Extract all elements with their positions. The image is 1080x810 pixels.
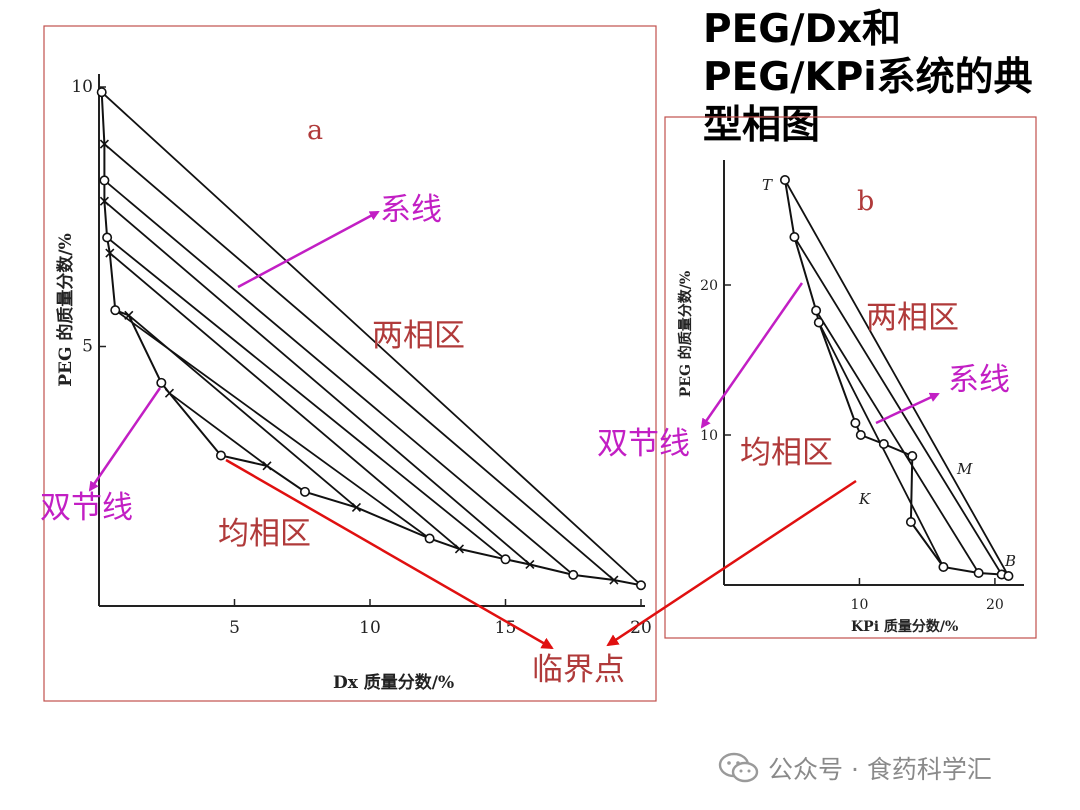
panel-b-tie-line — [793, 236, 1003, 575]
arrow-critical-point-a — [225, 458, 554, 650]
arrow-a-binodal — [88, 387, 162, 492]
panel-a-data-point — [500, 554, 511, 565]
panel-b-data-point — [938, 561, 949, 572]
panel-a-tie-line — [128, 314, 358, 509]
wechat-icon — [718, 752, 759, 783]
panel-b-xlabel: KPi 质量分数/% — [851, 618, 958, 635]
panel-b-tie-line — [815, 310, 980, 574]
panel-a-data-point — [568, 569, 579, 580]
panel-a-x-tick-label: 20 — [630, 618, 652, 638]
panel-b-frame — [664, 116, 1037, 639]
panel-a-data-point — [424, 533, 435, 544]
arrow-critical-point-b — [606, 479, 857, 647]
watermark: 公众号 · 食药科学汇 — [718, 748, 992, 788]
panel-a-data-point — [102, 232, 113, 243]
panel-b-data-point — [973, 567, 984, 578]
annotation-a-two-phase: 两相区 — [372, 318, 465, 354]
panel-b-data-point — [907, 450, 918, 461]
panel-a-tie-line — [103, 143, 615, 581]
annotation-b-tie-line: 系线 — [948, 362, 1010, 398]
arrow-b-binodal — [700, 282, 804, 429]
panel-b-y-tick-label: 10 — [700, 428, 718, 444]
slide-title: PEG/Dx和 PEG/KPi系统的典 型相图 — [703, 6, 1073, 150]
panel-a-data-point — [96, 87, 107, 98]
panel-a-data-point — [635, 580, 646, 591]
point-label-b: B — [1004, 552, 1016, 570]
panel-a-y-tick-label: 5 — [82, 337, 93, 357]
panel-b-ylabel: PEG 的质量分数/% — [677, 271, 694, 397]
panel-a-frame — [43, 25, 657, 702]
panel-a-data-point — [299, 486, 310, 497]
panel-b-data-point — [813, 317, 824, 328]
panel-b-data-point — [855, 429, 866, 440]
panel-a-data-point-cross — [454, 544, 464, 554]
annotation-b-binodal: 双节线 — [597, 426, 690, 462]
annotation-a-binodal: 双节线 — [40, 490, 133, 526]
panel-b-data-point — [789, 232, 800, 243]
point-label-k: K — [858, 490, 871, 508]
panel-b-data-point — [1003, 570, 1014, 581]
panel-a-data-point-cross — [609, 575, 619, 585]
panel-b-x-tick-label: 20 — [986, 597, 1004, 613]
annotation-a-single-phase: 均相区 — [218, 516, 311, 552]
panel-b-data-point — [811, 305, 822, 316]
panel-a-data-point-cross — [99, 196, 109, 206]
panel-b-data-point — [905, 516, 916, 527]
panel-b-x-tick-label: 10 — [851, 597, 869, 613]
panel-a-data-point — [99, 175, 110, 186]
panel-a-data-point-cross — [525, 559, 535, 570]
annotation-arrows — [88, 210, 940, 650]
panel-a-tie-line — [168, 392, 268, 467]
panel-b-label: b — [857, 186, 874, 217]
panel-a-data-point — [215, 450, 226, 461]
point-label-m: M — [956, 460, 973, 478]
panel-a-y-tick-label: 10 — [71, 77, 93, 97]
title-line-3: 型相图 — [703, 103, 821, 148]
panel-a-data-point-cross — [99, 139, 109, 149]
panel-a-tie-line — [106, 236, 507, 560]
panel-a-xlabel: Dx 质量分数/% — [333, 672, 454, 693]
panel-b-data-point — [878, 438, 889, 449]
panel-a-data-point — [156, 377, 167, 388]
panel-a-tie-line — [109, 252, 461, 550]
panel-a-data-point-cross — [262, 461, 272, 471]
panel-a-data-point-cross — [351, 502, 362, 512]
panel-b-y-tick-label: 20 — [700, 278, 718, 294]
panel-a-data-point — [110, 305, 121, 316]
title-line-1: PEG/Dx和 — [703, 7, 902, 52]
panel-b-tie-line — [784, 179, 1010, 577]
arrow-b-tie-line — [875, 392, 940, 425]
panel-b-data-point — [779, 175, 790, 186]
annotation-critical-point: 临界点 — [532, 652, 625, 688]
annotation-b-single-phase: 均相区 — [740, 435, 833, 471]
arrow-a-tie-line — [237, 210, 380, 289]
panel-a-data-point-cross — [164, 388, 175, 398]
panel-a-data-point-cross — [105, 248, 115, 258]
panel-a-label: a — [307, 115, 323, 146]
panel-a-tie-line — [101, 91, 642, 586]
point-label-t: T — [762, 176, 773, 194]
panel-a-x-tick-label: 5 — [229, 618, 240, 638]
panel-a-tie-line — [103, 179, 574, 576]
annotation-a-tie-line: 系线 — [380, 192, 442, 228]
panel-a-tie-line — [103, 200, 531, 566]
annotation-b-two-phase: 两相区 — [866, 300, 959, 336]
panel-b-data-point — [850, 417, 861, 428]
panel-a-data-point-cross — [124, 310, 134, 320]
panel-a-ylabel: PEG 的质量分数/% — [55, 233, 76, 387]
title-line-2: PEG/KPi系统的典 — [703, 55, 1033, 100]
panel-a-x-tick-label: 10 — [359, 618, 381, 638]
watermark-text: 公众号 · 食药科学汇 — [768, 755, 992, 784]
